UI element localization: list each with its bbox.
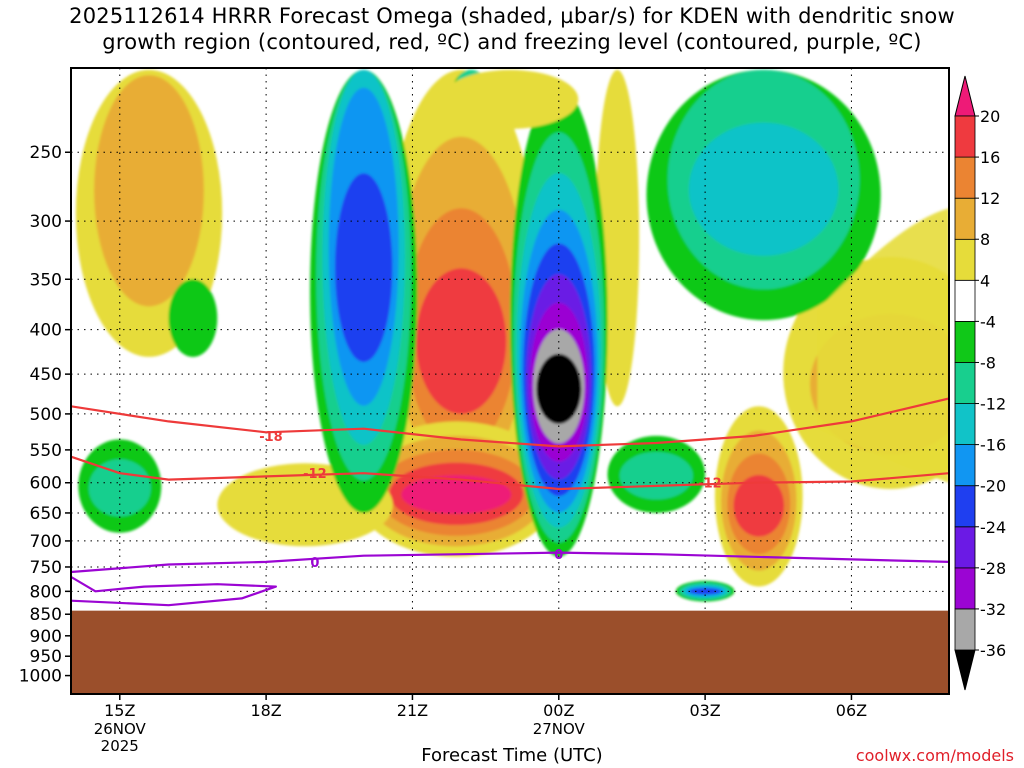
y-tick-label: 400 [30,321,62,341]
grid [71,68,949,694]
contour-label: -12 [698,477,722,492]
credit-text: coolwx.com/models [855,746,1014,765]
x-tick-sublabel: 26NOV [94,720,147,738]
colorbar-label: 8 [980,230,990,249]
colorbar-label: 20 [980,107,1000,126]
colorbar-label: -36 [980,641,1006,660]
omega-contour-fill [688,122,839,256]
omega-contour-fill [416,268,507,414]
colorbar: -36 -32 -28 -24 -20 -16 -12 -8 -4 4 8 12 16 20 [954,75,1006,691]
colorbar-segment [954,567,976,610]
colorbar-label: 12 [980,189,1000,208]
chart-title-line-2: growth region (contoured, red, ºC) and f… [102,30,922,54]
contour-line-dendritic [71,397,949,448]
colorbar-segment [954,279,976,322]
omega-contour-fill [94,75,204,307]
colorbar-arrow-low [954,649,976,691]
y-tick-label: 500 [30,405,62,425]
y-tick-label: 750 [30,558,62,578]
colorbar-segment [954,115,976,158]
colorbar-label: -32 [980,600,1006,619]
x-tick-label: 21Z [397,701,428,720]
colorbar-label: 16 [980,148,1000,167]
y-tick-label: 1000 [19,667,62,687]
omega-contour-fill [168,279,218,357]
chart-title-line-1: 2025112614 HRRR Forecast Omega (shaded, … [69,4,955,28]
y-tick-label: 950 [30,647,62,667]
colorbar-segment [954,485,976,528]
y-tick-label: 850 [30,605,62,625]
omega-contour-fill [733,475,785,537]
omega-contour-fill [441,69,579,129]
omega-contour-fill [689,588,721,595]
y-tick-label: 550 [30,441,62,461]
plot-frame [70,67,950,695]
y-axis: 2503003504004505005506006507007508008509… [19,143,71,687]
contour-line-freezing [71,551,949,574]
omega-contour-fill [88,459,151,517]
colorbar-label: 4 [980,271,990,290]
y-tick-label: 600 [30,474,62,494]
y-tick-label: 350 [30,270,62,290]
x-tick-label: 00Z [543,701,574,720]
colorbar-segment [954,608,976,651]
y-tick-label: 650 [30,504,62,524]
colorbar-label: -4 [980,312,996,331]
y-tick-label: 700 [30,532,62,552]
y-tick-label: 900 [30,627,62,647]
colorbar-label: -12 [980,395,1006,414]
colorbar-segment [954,238,976,281]
colorbar-label: -24 [980,518,1006,537]
plot-area: -18 -12 -12 0 0 [71,68,949,694]
colorbar-segment [954,320,976,363]
colorbar-segment [954,362,976,404]
colorbar-arrow-high [954,75,976,117]
x-tick-sublabel: 2025 [101,737,139,755]
x-tick-label: 03Z [689,701,720,720]
contour-line-freezing [71,575,277,607]
x-tick-sublabel: 27NOV [533,720,586,738]
y-tick-label: 300 [30,212,62,232]
colorbar-label: -16 [980,436,1006,455]
colorbar-segment [954,526,976,569]
y-tick-label: 450 [30,365,62,385]
contour-label: 0 [310,556,319,571]
contours: -18 -12 -12 0 0 [71,397,949,607]
colorbar-segment [954,403,976,445]
omega-contour-fill [619,452,693,500]
terrain-block [71,610,949,694]
y-tick-label: 250 [30,143,62,163]
omega-shading [75,69,949,602]
x-axis-title: Forecast Time (UTC) [421,745,603,766]
omega-contour-fill [536,354,582,424]
colorbar-label: -20 [980,477,1006,496]
colorbar-label: -28 [980,559,1006,578]
contour-line-dendritic [71,455,949,491]
omega-contour-fill [401,475,512,514]
x-tick-label: 15Z [104,701,135,720]
omega-contour-fill [335,173,393,362]
contour-label: 0 [554,548,563,563]
contour-label: -18 [259,430,283,445]
colorbar-segment [954,197,976,240]
colorbar-segment [954,156,976,199]
x-tick-label: 06Z [836,701,867,720]
x-tick-label: 18Z [250,701,281,720]
colorbar-segment [954,444,976,487]
y-tick-label: 800 [30,582,62,602]
contour-label: -12 [303,467,327,482]
colorbar-label: -8 [980,353,996,372]
